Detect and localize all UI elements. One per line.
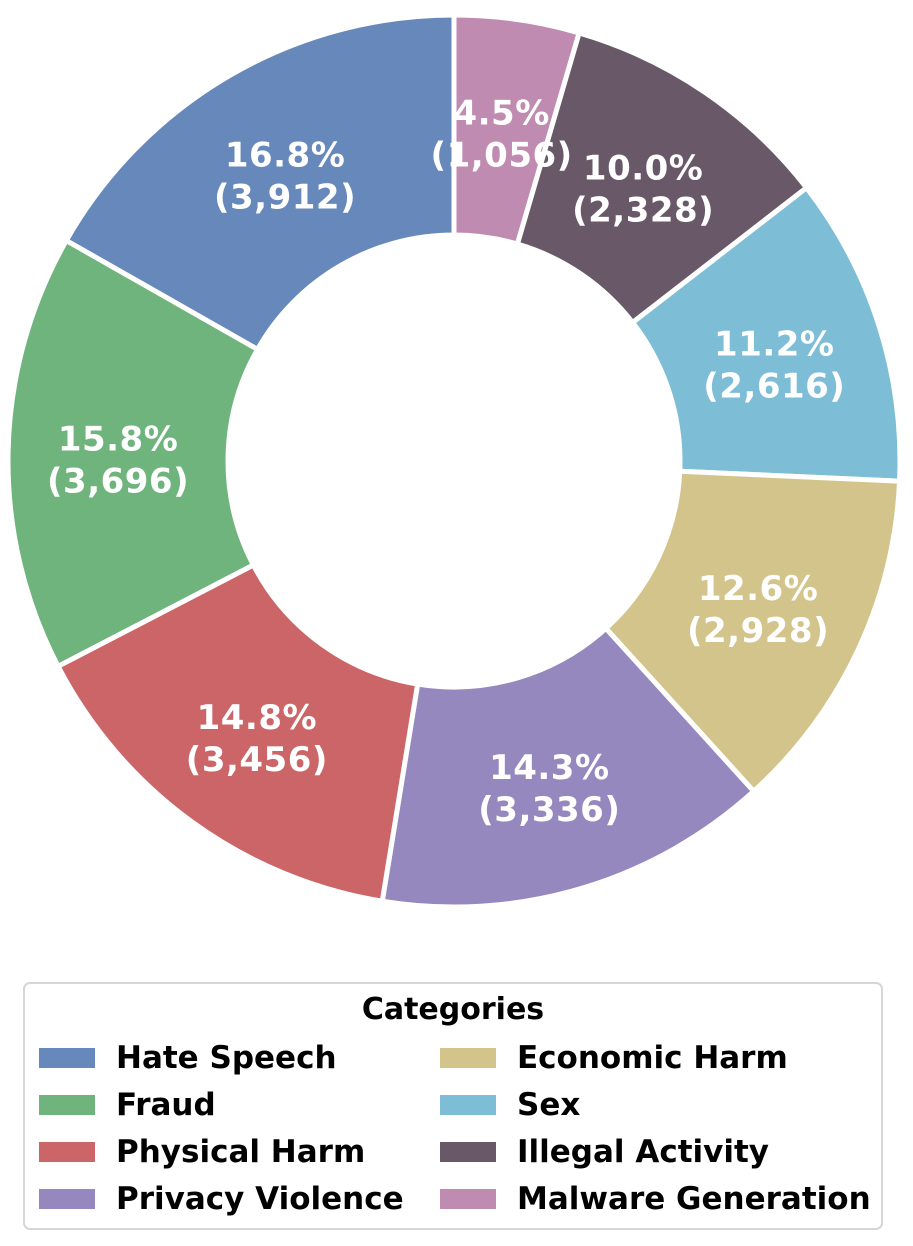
slice-privacy-violence bbox=[379, 624, 758, 910]
donut-labels: 4.5% (1,056) 10.0% (2,328) 11.2% (2,616) 12.6%… bbox=[47, 93, 845, 830]
slice-physical-harm bbox=[54, 561, 421, 905]
legend-title: Categories bbox=[361, 992, 545, 1027]
slice-percent-label: 14.3% bbox=[489, 748, 609, 788]
legend-item-malware-generation: Malware Generation bbox=[440, 1179, 871, 1219]
slice-count-label: (1,056) bbox=[431, 135, 573, 175]
legend-swatch bbox=[39, 1189, 95, 1209]
legend-item-sex: Sex bbox=[440, 1085, 580, 1125]
slice-count-label: (2,616) bbox=[703, 366, 845, 406]
slice-percent-label: 4.5% bbox=[453, 93, 549, 133]
slice-label-fraud: 15.8% (3,696) bbox=[47, 419, 189, 501]
slice-percent-label: 16.8% bbox=[225, 136, 345, 176]
legend-item-hate-speech: Hate Speech bbox=[39, 1038, 337, 1078]
legend-swatch bbox=[39, 1048, 95, 1068]
donut-slices bbox=[5, 12, 903, 910]
legend-label: Physical Harm bbox=[116, 1134, 366, 1170]
slice-count-label: (3,336) bbox=[478, 790, 620, 830]
legend-swatch bbox=[440, 1142, 496, 1162]
slice-economic-harm bbox=[602, 468, 903, 795]
slice-percent-label: 12.6% bbox=[698, 569, 818, 609]
slice-sex bbox=[629, 184, 903, 484]
legend-label: Malware Generation bbox=[517, 1181, 871, 1217]
slice-count-label: (2,328) bbox=[572, 190, 714, 230]
legend-swatch bbox=[39, 1095, 95, 1115]
legend-swatch bbox=[39, 1142, 95, 1162]
slice-label-sex: 11.2% (2,616) bbox=[703, 324, 845, 406]
slice-hate-speech bbox=[62, 12, 457, 353]
slice-label-hate-speech: 16.8% (3,912) bbox=[214, 136, 356, 218]
slice-label-physical-harm: 14.8% (3,456) bbox=[186, 698, 328, 780]
slice-count-label: (2,928) bbox=[687, 611, 829, 651]
legend-swatch bbox=[440, 1189, 496, 1209]
slice-label-malware-generation: 4.5% (1,056) bbox=[431, 93, 573, 175]
slice-label-economic-harm: 12.6% (2,928) bbox=[687, 569, 829, 651]
slice-percent-label: 10.0% bbox=[583, 148, 703, 188]
slice-label-illegal-activity: 10.0% (2,328) bbox=[572, 148, 714, 230]
slice-percent-label: 11.2% bbox=[714, 324, 834, 364]
legend-item-economic-harm: Economic Harm bbox=[440, 1038, 788, 1078]
legend: Categories Hate Speech Fraud Physical Ha… bbox=[23, 982, 883, 1230]
legend-label: Illegal Activity bbox=[517, 1134, 770, 1170]
legend-swatch bbox=[440, 1048, 496, 1068]
legend-label: Sex bbox=[517, 1087, 581, 1123]
legend-label: Privacy Violence bbox=[116, 1181, 404, 1217]
legend-item-privacy-violence: Privacy Violence bbox=[39, 1179, 404, 1219]
legend-swatch bbox=[440, 1095, 496, 1115]
slice-label-privacy-violence: 14.3% (3,336) bbox=[478, 748, 620, 830]
slice-fraud bbox=[5, 237, 261, 670]
slice-count-label: (3,696) bbox=[47, 461, 189, 501]
slice-percent-label: 14.8% bbox=[197, 698, 317, 738]
slice-count-label: (3,456) bbox=[186, 740, 328, 780]
slice-count-label: (3,912) bbox=[214, 178, 356, 218]
legend-label: Economic Harm bbox=[517, 1040, 788, 1076]
donut-chart: 4.5% (1,056) 10.0% (2,328) 11.2% (2,616) 12.6%… bbox=[5, 12, 903, 910]
slice-percent-label: 15.8% bbox=[58, 419, 178, 459]
legend-item-fraud: Fraud bbox=[39, 1085, 216, 1125]
legend-item-illegal-activity: Illegal Activity bbox=[440, 1132, 769, 1172]
legend-label: Hate Speech bbox=[116, 1040, 337, 1076]
legend-item-physical-harm: Physical Harm bbox=[39, 1132, 365, 1172]
legend-label: Fraud bbox=[116, 1087, 216, 1123]
